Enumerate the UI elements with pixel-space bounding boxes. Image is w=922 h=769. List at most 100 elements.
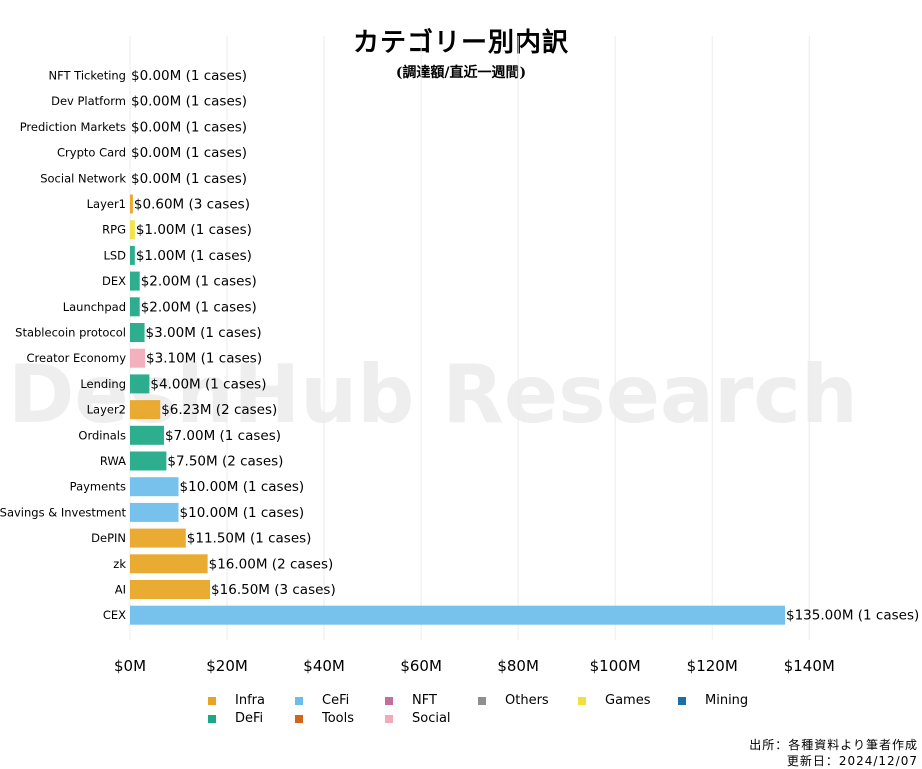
data-label: $1.00M (1 cases): [136, 222, 252, 238]
x-tick-label: $0M: [114, 657, 146, 675]
data-label: $2.00M (1 cases): [141, 274, 257, 290]
bar-dex: [130, 271, 140, 291]
bar-rwa: [130, 451, 167, 471]
data-label: $3.10M (1 cases): [146, 351, 262, 367]
y-tick-label: Social Network: [40, 171, 126, 185]
legend-label: CeFi: [322, 693, 350, 708]
bars: [130, 194, 785, 625]
y-tick-label: Creator Economy: [26, 351, 126, 365]
x-tick-label: $120M: [687, 657, 738, 675]
legend-swatch: [578, 697, 586, 705]
y-tick-label: Prediction Markets: [20, 120, 126, 134]
bar-ai: [130, 580, 211, 599]
x-tick-label: $80M: [497, 657, 539, 675]
bar-layer2: [130, 400, 161, 420]
x-axis-ticks: $0M $20M $40M $60M $80M $100M $120M $140M: [114, 657, 835, 675]
x-tick-label: $100M: [590, 657, 641, 675]
y-tick-label: AI: [115, 583, 126, 597]
data-label: $0.00M (1 cases): [131, 145, 247, 161]
legend-swatch: [295, 697, 303, 705]
data-label: $10.00M (1 cases): [180, 505, 305, 521]
y-tick-label: LSD: [103, 248, 126, 262]
data-label: $4.00M (1 cases): [150, 376, 266, 392]
legend-swatch: [208, 697, 216, 705]
legend: Infra CeFi NFT Others Games Mining DeFi Tools So…: [208, 692, 808, 732]
y-tick-label: DEX: [102, 274, 126, 288]
data-label: $0.60M (3 cases): [134, 197, 250, 213]
y-tick-label: zk: [113, 557, 126, 571]
data-label: $0.00M (1 cases): [131, 94, 247, 110]
bar-zk: [130, 554, 208, 574]
y-tick-label: Stablecoin protocol: [15, 326, 126, 340]
data-label: $3.00M (1 cases): [146, 325, 262, 341]
y-tick-label: Layer1: [87, 197, 126, 211]
legend-label: DeFi: [235, 711, 264, 726]
y-tick-label: Ordinals: [78, 428, 126, 442]
y-tick-label: Layer2: [87, 403, 126, 417]
legend-label: NFT: [412, 693, 437, 708]
legend-swatch: [678, 697, 686, 705]
x-tick-label: $60M: [400, 657, 442, 675]
data-label: $135.00M (1 cases): [786, 608, 919, 624]
data-label: $7.50M (2 cases): [167, 454, 283, 470]
chart-subtitle: (調達額/直近一週間): [395, 65, 527, 81]
data-label: $0.00M (1 cases): [131, 68, 247, 84]
bar-launchpad: [130, 297, 140, 317]
bar-payments: [130, 477, 179, 497]
legend-label: Infra: [235, 693, 265, 708]
bar-cex: [130, 605, 785, 625]
data-label: $1.00M (1 cases): [136, 248, 252, 264]
legend-label: Mining: [705, 693, 749, 708]
bar-layer1: [130, 194, 133, 214]
data-label: $16.00M (2 cases): [209, 556, 334, 572]
y-axis-labels: NFT Ticketing Dev Platform Prediction Mark…: [0, 69, 126, 623]
legend-label: Games: [605, 693, 651, 708]
data-label: $11.50M (1 cases): [187, 531, 312, 547]
y-tick-label: DePIN: [91, 531, 126, 545]
bar-savings-investment: [130, 502, 179, 522]
data-label: $0.00M (1 cases): [131, 171, 247, 187]
source-note: 出所：各種資料より筆者作成 更新日：2024/12/07: [749, 737, 918, 769]
y-tick-label: RPG: [102, 223, 126, 237]
bar-ordinals: [130, 425, 164, 445]
y-tick-label: CEX: [103, 608, 126, 622]
chart-title: カテゴリー別内訳: [352, 28, 569, 58]
y-tick-label: RWA: [100, 454, 126, 468]
data-label: $2.00M (1 cases): [141, 299, 257, 315]
y-tick-label: Lending: [80, 377, 126, 391]
x-tick-label: $140M: [784, 657, 835, 675]
bar-lsd: [130, 245, 135, 265]
y-tick-label: Payments: [70, 480, 126, 494]
legend-swatch: [478, 697, 486, 705]
data-labels: $0.00M (1 cases) $0.00M (1 cases) $0.00M (…: [131, 68, 919, 624]
legend-label: Social: [412, 711, 451, 726]
bar-creator-economy: [130, 348, 146, 368]
y-tick-label: Launchpad: [63, 300, 126, 314]
legend-label: Tools: [322, 711, 355, 726]
bar-stablecoin-protocol: [130, 323, 145, 342]
legend-swatch: [385, 715, 393, 723]
y-tick-label: Savings & Investment: [0, 505, 126, 519]
data-label: $0.00M (1 cases): [131, 119, 247, 135]
bar-lending: [130, 374, 150, 394]
updated-date: 更新日：2024/12/07: [786, 754, 918, 768]
source-line: 出所：各種資料より筆者作成: [749, 738, 918, 752]
data-label: $10.00M (1 cases): [180, 479, 305, 495]
legend-swatch: [295, 715, 303, 723]
legend-label: Others: [505, 693, 549, 708]
y-tick-label: NFT Ticketing: [48, 69, 126, 83]
data-label: $6.23M (2 cases): [161, 402, 277, 418]
x-tick-label: $20M: [206, 657, 248, 675]
y-tick-label: Crypto Card: [57, 146, 126, 160]
data-label: $7.00M (1 cases): [165, 428, 281, 444]
bar-rpg: [130, 220, 135, 240]
x-tick-label: $40M: [303, 657, 345, 675]
data-label: $16.50M (3 cases): [211, 582, 336, 598]
bar-depin: [130, 528, 186, 548]
watermark-text: DeshHub Research: [8, 348, 858, 441]
legend-swatch: [208, 715, 216, 723]
legend-swatch: [385, 697, 393, 705]
y-tick-label: Dev Platform: [51, 94, 126, 108]
watermark: DeshHub Research: [8, 348, 858, 441]
